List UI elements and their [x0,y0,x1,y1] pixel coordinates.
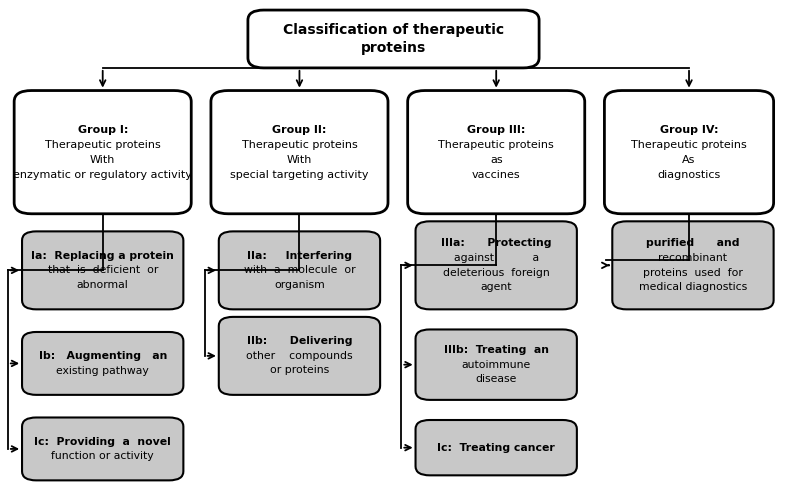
Text: diagnostics: diagnostics [657,170,721,180]
Text: As: As [682,154,696,164]
Text: Therapeutic proteins: Therapeutic proteins [242,140,357,150]
FancyBboxPatch shape [612,221,774,309]
FancyBboxPatch shape [22,231,183,309]
Text: deleterious  foreign: deleterious foreign [443,268,549,278]
FancyBboxPatch shape [22,332,183,395]
Text: recombinant: recombinant [659,253,727,263]
Text: abnormal: abnormal [77,280,128,290]
Text: that  is  deficient  or: that is deficient or [47,266,158,275]
Text: Ib:   Augmenting   an: Ib: Augmenting an [39,351,167,361]
Text: proteins: proteins [361,41,426,55]
Text: medical diagnostics: medical diagnostics [639,282,747,292]
Text: existing pathway: existing pathway [57,366,149,376]
Text: disease: disease [475,374,517,384]
Text: Group I:: Group I: [77,125,128,135]
Text: other    compounds: other compounds [246,351,353,361]
Text: or proteins: or proteins [270,366,329,376]
FancyBboxPatch shape [416,221,577,309]
Text: agent: agent [480,282,512,292]
FancyBboxPatch shape [211,91,388,214]
Text: IIa:     Interfering: IIa: Interfering [247,250,352,261]
FancyBboxPatch shape [219,231,380,309]
Text: special targeting activity: special targeting activity [231,170,368,180]
Text: purified      and: purified and [646,238,740,248]
FancyBboxPatch shape [408,91,585,214]
FancyBboxPatch shape [416,420,577,475]
Text: vaccines: vaccines [472,170,520,180]
Text: IIb:      Delivering: IIb: Delivering [246,336,353,346]
Text: IIIa:      Protecting: IIIa: Protecting [441,238,552,248]
FancyBboxPatch shape [22,417,183,480]
Text: with  a  molecule  or: with a molecule or [244,266,355,275]
Text: proteins  used  for: proteins used for [643,268,743,278]
Text: organism: organism [274,280,325,290]
Text: function or activity: function or activity [51,451,154,461]
FancyBboxPatch shape [248,10,539,68]
Text: Group III:: Group III: [467,125,526,135]
Text: With: With [286,154,312,164]
Text: Therapeutic proteins: Therapeutic proteins [438,140,554,150]
Text: Group IV:: Group IV: [660,125,719,135]
FancyBboxPatch shape [219,317,380,395]
Text: Ic:  Providing  a  novel: Ic: Providing a novel [35,437,171,447]
Text: enzymatic or regulatory activity: enzymatic or regulatory activity [13,170,192,180]
Text: Classification of therapeutic: Classification of therapeutic [283,23,504,37]
Text: With: With [90,154,116,164]
Text: IIIb:  Treating  an: IIIb: Treating an [444,345,549,355]
Text: Therapeutic proteins: Therapeutic proteins [631,140,747,150]
Text: autoimmune: autoimmune [462,360,530,370]
Text: as: as [490,154,503,164]
Text: Group II:: Group II: [272,125,327,135]
Text: against           a: against a [453,253,539,263]
FancyBboxPatch shape [14,91,191,214]
FancyBboxPatch shape [604,91,774,214]
Text: Ic:  Treating cancer: Ic: Treating cancer [438,443,555,453]
Text: Therapeutic proteins: Therapeutic proteins [45,140,161,150]
FancyBboxPatch shape [416,329,577,400]
Text: Ia:  Replacing a protein: Ia: Replacing a protein [31,250,174,261]
